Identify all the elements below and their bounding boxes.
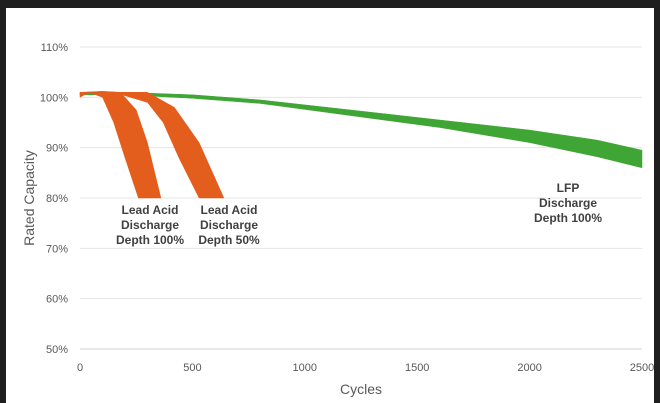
y-tick-label-100: 100% <box>40 92 68 104</box>
annotation-lead_acid_50-line-2: Discharge <box>200 218 258 232</box>
annotation-lead_acid_50-line-3: Depth 50% <box>198 233 260 247</box>
x-tick-label-1000: 1000 <box>293 362 317 374</box>
y-tick-label-70: 70% <box>46 243 68 255</box>
y-tick-label-60: 60% <box>46 294 68 306</box>
annotation-lfp-line-1: LFP <box>557 181 580 195</box>
annotation-lead_acid_100-line-1: Lead Acid <box>122 203 179 217</box>
annotation-lfp-line-2: Discharge <box>539 196 597 210</box>
band-lead_acid_100 <box>79 91 162 199</box>
y-tick-label-50: 50% <box>46 344 68 356</box>
x-tick-label-1500: 1500 <box>405 362 429 374</box>
x-tick-label-0: 0 <box>77 362 83 374</box>
annotation-lfp-line-3: Depth 100% <box>534 211 602 225</box>
x-tick-label-2500: 2500 <box>630 362 654 374</box>
x-axis-title: Cycles <box>340 381 382 397</box>
annotation-lead_acid_100-line-3: Depth 100% <box>116 233 184 247</box>
x-tick-label-2000: 2000 <box>517 362 541 374</box>
annotation-lead_acid_50-line-1: Lead Acid <box>201 203 258 217</box>
y-axis-title: Rated Capacity <box>21 150 37 246</box>
x-tick-label-500: 500 <box>183 362 201 374</box>
y-tick-label-90: 90% <box>46 143 68 155</box>
annotation-lead_acid_100-line-2: Discharge <box>121 218 179 232</box>
chart-panel <box>6 8 654 403</box>
y-tick-label-80: 80% <box>46 193 68 205</box>
band-lead_acid_50 <box>113 92 225 199</box>
y-tick-label-110: 110% <box>41 42 69 54</box>
band-lfp <box>79 92 643 169</box>
